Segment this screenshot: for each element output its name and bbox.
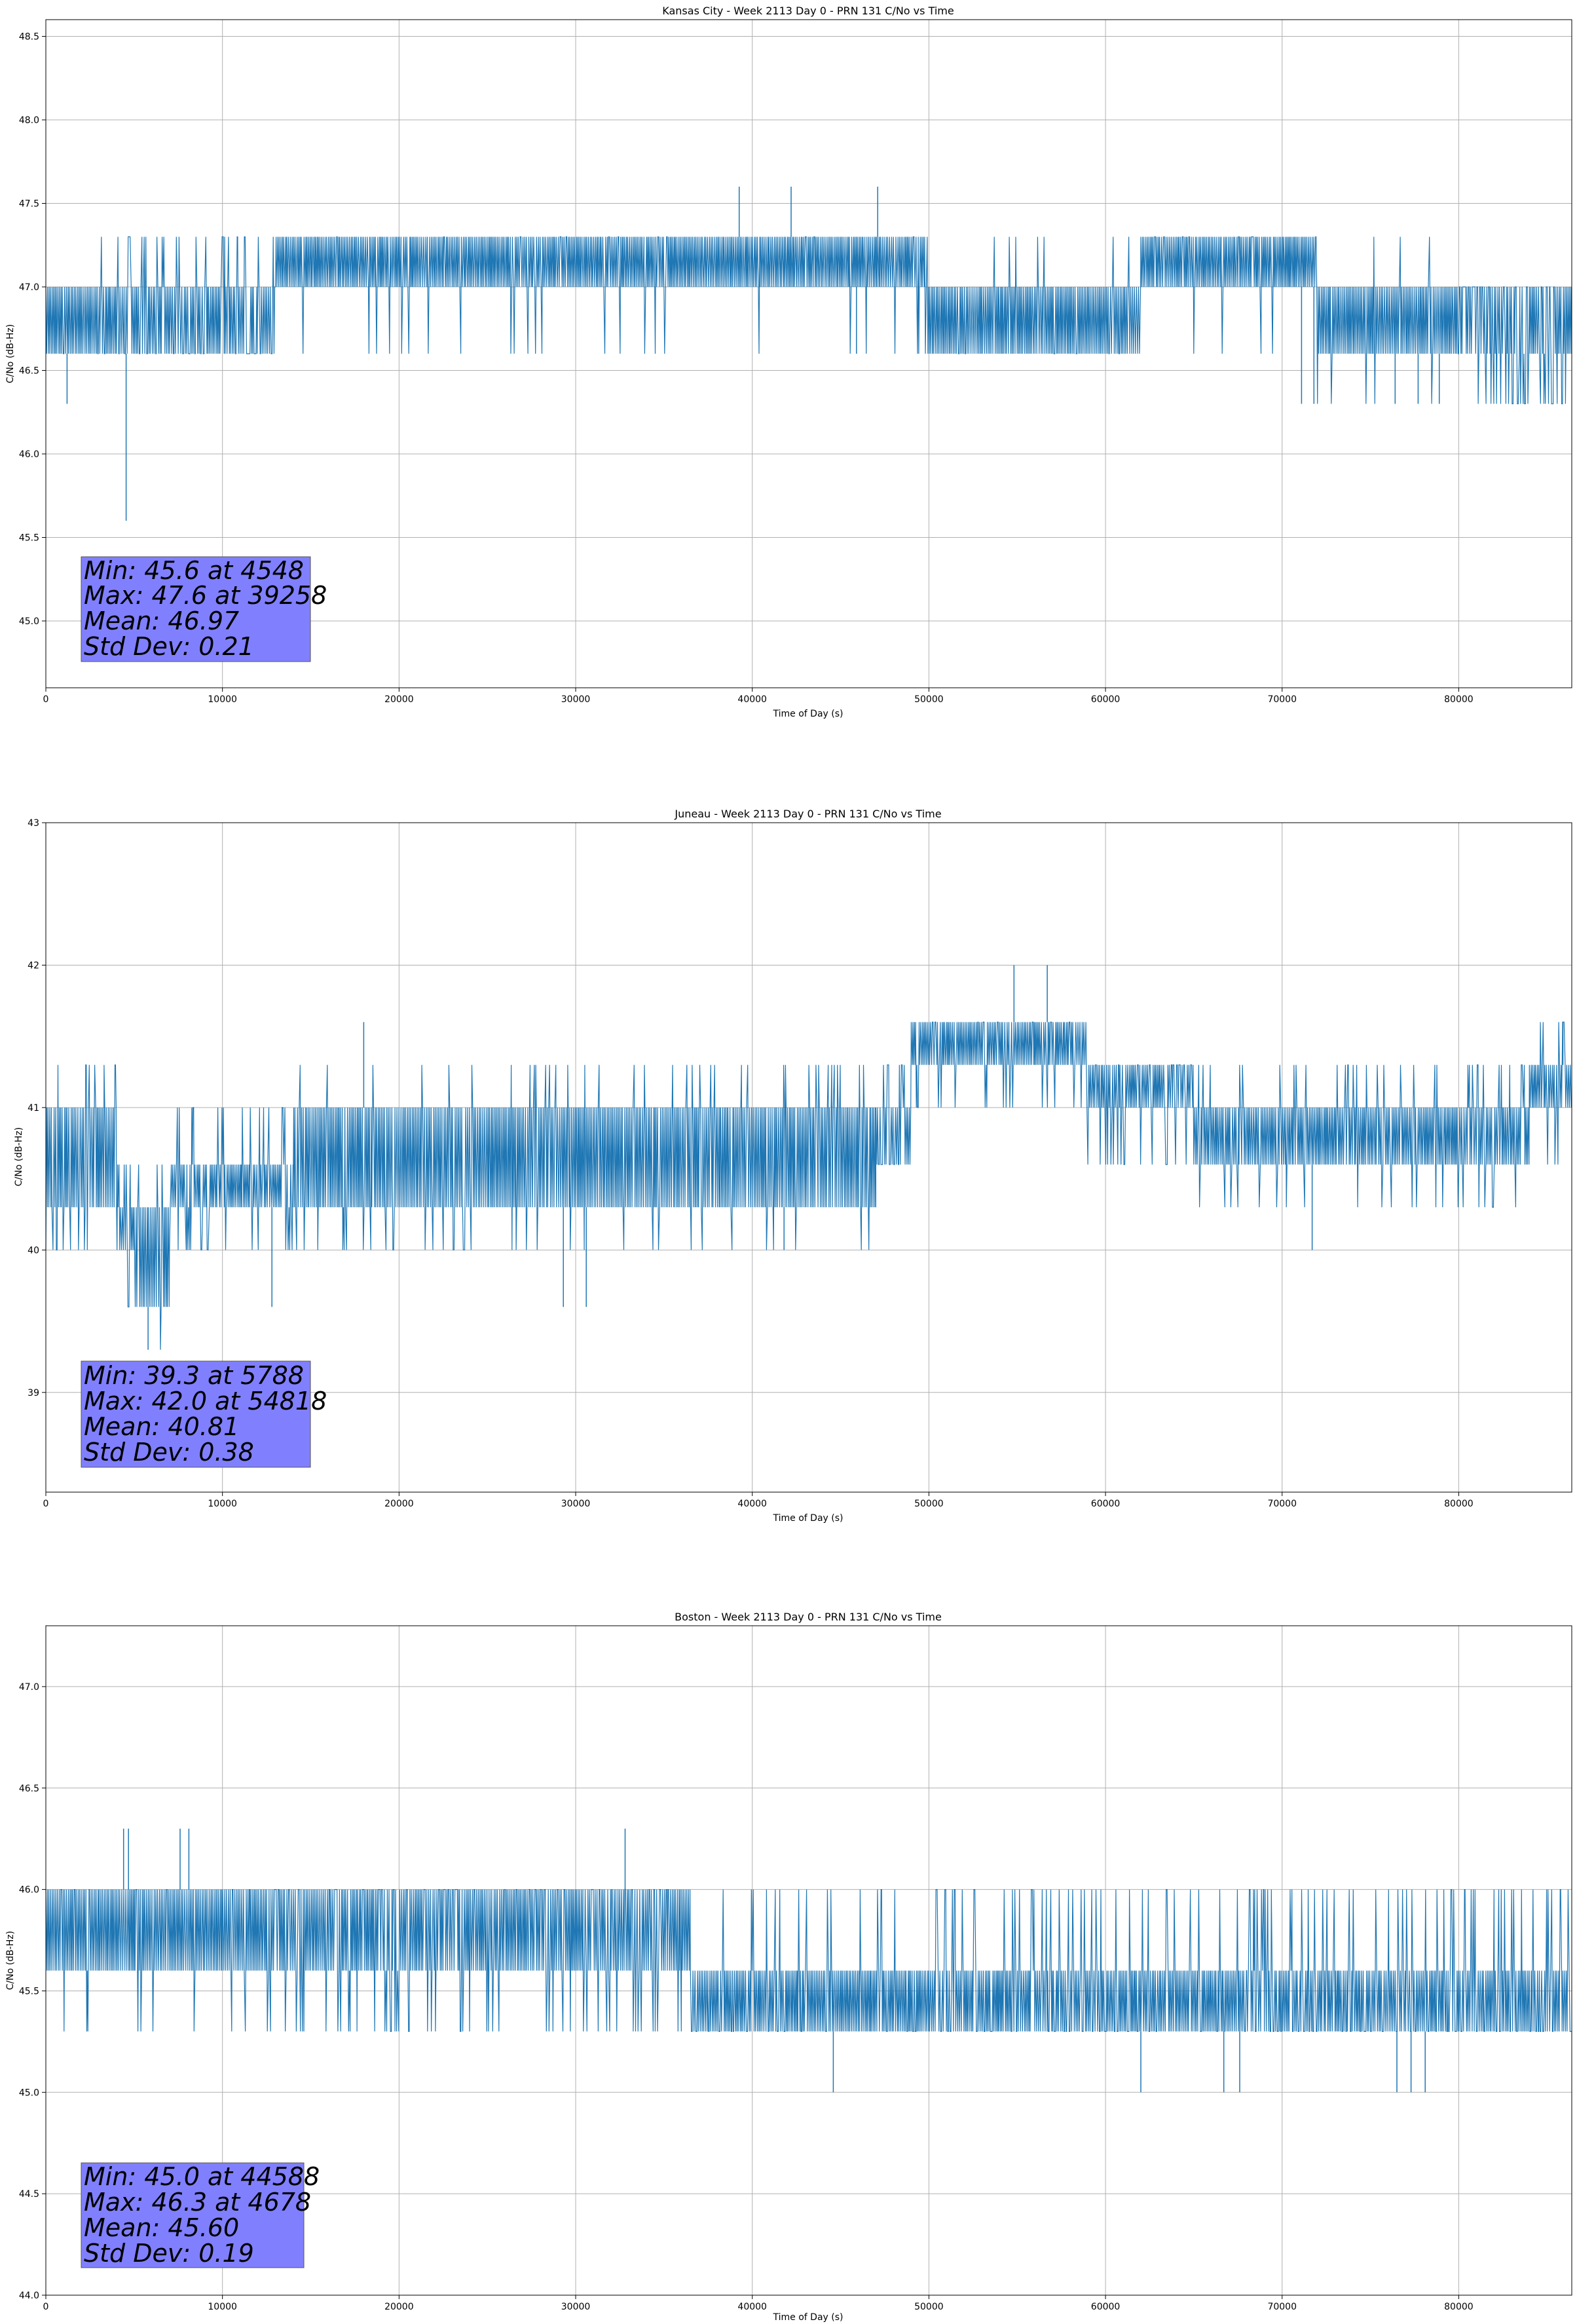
y-tick-label: 48.0 [19, 115, 39, 126]
cno-series-line [45, 1021, 1572, 1350]
y-tick-label: 45.0 [19, 616, 39, 627]
x-tick-label: 20000 [384, 694, 414, 705]
y-axis-label: C/No (dB-Hz) [5, 1931, 16, 1990]
y-tick-label: 41 [28, 1103, 39, 1114]
plot-area: 0 10000 20000 30000 40000 50000 60000 70000 8000… [28, 818, 1572, 1509]
x-axis-label: Time of Day (s) [773, 2312, 844, 2323]
stats-min: Min: 45.0 at 44588 [84, 2162, 320, 2191]
stats-box-background [81, 556, 311, 662]
y-tick-label: 47.5 [19, 199, 39, 210]
y-tick-label: 46.5 [19, 366, 39, 377]
stats-box-background [81, 2162, 305, 2268]
x-tick-label: 0 [43, 1499, 49, 1509]
subplot-boston: Boston - Week 2113 Day 0 - PRN 131 C/No … [5, 1611, 1572, 2323]
x-tick-label: 80000 [1444, 694, 1474, 705]
x-axis-label: Time of Day (s) [773, 709, 844, 719]
stats-max: Max: 42.0 at 54818 [84, 1387, 327, 1415]
stats-mean: Mean: 45.60 [84, 2213, 239, 2242]
x-tick-label: 40000 [737, 2302, 767, 2312]
y-tick-label: 43 [28, 818, 39, 829]
x-tick-label: 30000 [561, 2302, 591, 2312]
x-tick-label: 60000 [1091, 1499, 1121, 1509]
x-tick-label: 80000 [1444, 1499, 1474, 1509]
y-tick-label: 42 [28, 960, 39, 971]
y-tick-label: 47.0 [19, 1682, 39, 1693]
axes-frame [45, 822, 1572, 1493]
y-tick-label: 46.5 [19, 1784, 39, 1794]
cno-series-line [45, 1889, 1572, 2032]
x-tick-label: 70000 [1267, 2302, 1297, 2312]
axes-frame [45, 19, 1572, 688]
stats-std-dev: Std Dev: 0.21 [84, 632, 254, 661]
y-tick-label: 45.5 [19, 1986, 39, 1996]
x-tick-label: 50000 [914, 694, 944, 705]
subplot-juneau: Juneau - Week 2113 Day 0 - PRN 131 C/No … [14, 808, 1572, 1524]
stats-box: Min: 45.6 at 4548 Max: 47.6 at 39258 Mea… [81, 556, 327, 662]
plot-area: 0 10000 20000 30000 40000 50000 60000 70000 8000… [19, 19, 1572, 705]
y-tick-label: 46.0 [19, 449, 39, 460]
x-tick-label: 0 [43, 694, 49, 705]
stats-mean: Mean: 46.97 [84, 607, 239, 635]
stats-box: Min: 39.3 at 5788 Max: 42.0 at 54818 Mea… [81, 1360, 327, 1468]
stats-min: Min: 45.6 at 4548 [84, 556, 304, 585]
y-tick-label: 39 [28, 1388, 39, 1398]
x-tick-label: 50000 [914, 2302, 944, 2312]
x-tick-label: 10000 [208, 1499, 237, 1509]
cno-series-spikes [122, 1828, 1426, 2093]
x-tick-label: 70000 [1267, 694, 1297, 705]
x-axis-label: Time of Day (s) [773, 1513, 844, 1524]
subplot-kansas-city: Kansas City - Week 2113 Day 0 - PRN 131 … [5, 5, 1572, 719]
x-tick-label: 20000 [384, 2302, 414, 2312]
y-tick-label: 45.0 [19, 2088, 39, 2098]
x-tick-label: 60000 [1091, 2302, 1121, 2312]
x-tick-label: 30000 [561, 1499, 591, 1509]
y-tick-label: 44.5 [19, 2189, 39, 2200]
stats-std-dev: Std Dev: 0.19 [84, 2239, 254, 2268]
y-tick-label: 40 [28, 1245, 39, 1256]
x-tick-label: 40000 [737, 1499, 767, 1509]
stats-std-dev: Std Dev: 0.38 [84, 1438, 254, 1467]
y-tick-label: 45.5 [19, 533, 39, 544]
x-tick-label: 0 [43, 2302, 49, 2312]
x-tick-label: 70000 [1267, 1499, 1297, 1509]
stats-max: Max: 46.3 at 4678 [84, 2188, 311, 2217]
axes-frame [45, 1625, 1572, 2296]
chart-title: Juneau - Week 2113 Day 0 - PRN 131 C/No … [674, 808, 941, 820]
stats-max: Max: 47.6 at 39258 [84, 581, 327, 610]
cno-series-spikes [66, 187, 1440, 521]
x-tick-label: 30000 [561, 694, 591, 705]
x-tick-label: 50000 [914, 1499, 944, 1509]
chart-title: Kansas City - Week 2113 Day 0 - PRN 131 … [662, 5, 954, 17]
y-tick-label: 47.0 [19, 282, 39, 293]
y-axis-label: C/No (dB-Hz) [5, 324, 16, 383]
x-tick-label: 10000 [208, 694, 237, 705]
stats-mean: Mean: 40.81 [84, 1412, 239, 1441]
chart-title: Boston - Week 2113 Day 0 - PRN 131 C/No … [675, 1611, 942, 1623]
stats-box-background [81, 1360, 311, 1468]
stats-box: Min: 45.0 at 44588 Max: 46.3 at 4678 Mea… [81, 2162, 320, 2268]
y-tick-label: 46.0 [19, 1885, 39, 1896]
cno-series-line [45, 236, 1572, 405]
x-tick-label: 20000 [384, 1499, 414, 1509]
stats-min: Min: 39.3 at 5788 [84, 1361, 304, 1390]
x-tick-label: 60000 [1091, 694, 1121, 705]
y-axis-label: C/No (dB-Hz) [14, 1127, 24, 1186]
x-tick-label: 10000 [208, 2302, 237, 2312]
y-tick-label: 48.5 [19, 32, 39, 43]
y-tick-label: 44.0 [19, 2291, 39, 2301]
cno-series-spikes [147, 965, 1564, 1350]
x-tick-label: 80000 [1444, 2302, 1474, 2312]
x-tick-label: 40000 [737, 694, 767, 705]
